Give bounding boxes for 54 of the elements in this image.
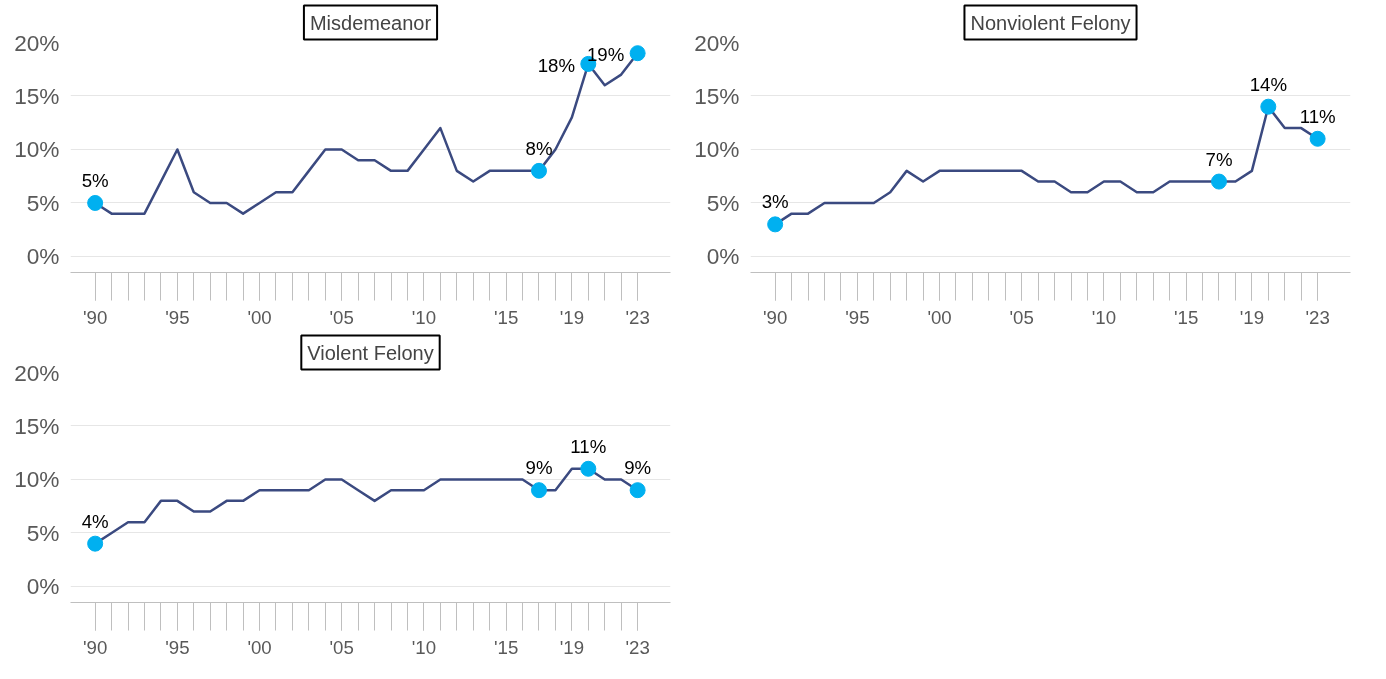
- y-tick-label: 5%: [26, 519, 60, 546]
- y-tick-label: 15%: [694, 82, 740, 109]
- x-tick-label: '00: [927, 306, 952, 328]
- data-label: 11%: [1299, 105, 1336, 127]
- x-tick-label: '05: [1009, 306, 1034, 328]
- y-tick-label: 20%: [14, 359, 60, 386]
- x-tick-label: '95: [165, 306, 190, 328]
- x-tick-label: '23: [625, 636, 650, 658]
- x-tick-label: '19: [559, 306, 585, 328]
- data-label: 4%: [81, 510, 109, 532]
- data-label: 7%: [1205, 148, 1233, 170]
- x-tick-label: '05: [329, 306, 354, 328]
- x-tick-label: '15: [1173, 306, 1199, 328]
- y-tick-label: 10%: [14, 466, 60, 493]
- y-tick-label: 10%: [694, 136, 740, 163]
- data-label: 14%: [1249, 73, 1287, 95]
- x-tick-label: '15: [493, 636, 519, 658]
- y-tick-label: 0%: [706, 243, 740, 270]
- y-tick-label: 10%: [14, 136, 60, 163]
- x-tick-label: '05: [329, 636, 354, 658]
- data-label: 18%: [537, 54, 575, 76]
- x-tick-label: '19: [559, 636, 585, 658]
- x-tick-label: '95: [845, 306, 870, 328]
- x-tick-label: '23: [625, 306, 650, 328]
- chart-title: Nonviolent Felony: [970, 11, 1131, 34]
- x-tick-label: '90: [763, 306, 788, 328]
- data-label: 9%: [624, 457, 652, 479]
- x-tick-label: '90: [83, 636, 108, 658]
- data-label: 8%: [525, 137, 553, 159]
- chart-title: Violent Felony: [307, 341, 434, 364]
- x-tick-label: '95: [165, 636, 190, 658]
- x-tick-label: '15: [493, 306, 519, 328]
- x-tick-label: '23: [1305, 306, 1330, 328]
- y-tick-label: 15%: [14, 412, 60, 439]
- y-tick-label: 0%: [26, 243, 60, 270]
- data-label: 11%: [570, 435, 607, 457]
- x-tick-label: '10: [1091, 306, 1117, 328]
- y-tick-label: 5%: [26, 189, 60, 216]
- x-tick-label: '90: [83, 306, 108, 328]
- y-tick-label: 20%: [14, 29, 60, 56]
- data-label: 5%: [81, 169, 109, 191]
- y-tick-label: 20%: [694, 29, 740, 56]
- x-tick-label: '00: [247, 306, 272, 328]
- x-tick-label: '10: [411, 306, 437, 328]
- data-label: 3%: [761, 191, 789, 213]
- y-tick-label: 0%: [26, 573, 60, 600]
- x-tick-label: '10: [411, 636, 437, 658]
- x-tick-label: '19: [1239, 306, 1265, 328]
- data-label: 19%: [586, 44, 625, 66]
- data-label: 9%: [525, 457, 553, 479]
- x-tick-label: '00: [247, 636, 272, 658]
- y-tick-label: 5%: [706, 189, 740, 216]
- y-tick-label: 15%: [14, 82, 60, 109]
- chart-title: Misdemeanor: [309, 11, 432, 34]
